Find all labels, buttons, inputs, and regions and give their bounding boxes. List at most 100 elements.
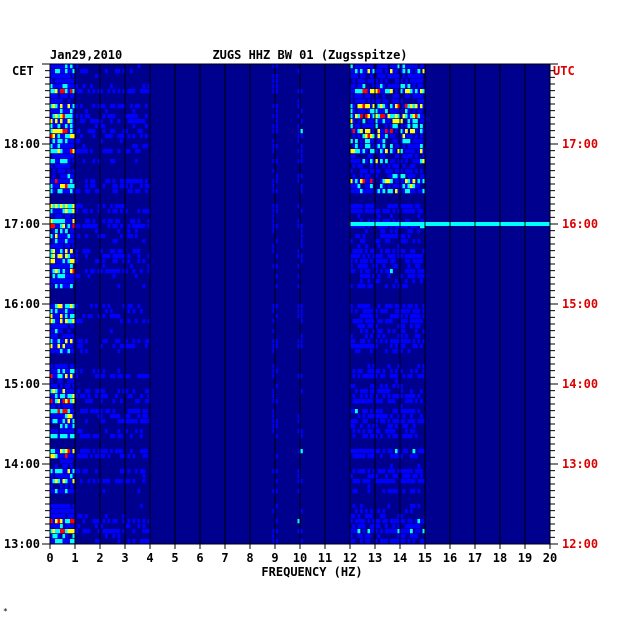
heat-cell [407,84,411,89]
heat-cell [67,349,71,354]
heat-cell [55,524,58,529]
heat-cell [365,319,368,324]
heat-cell [377,409,381,414]
heat-cell [402,184,406,189]
heat-cell [385,159,388,164]
heat-cell [52,184,56,189]
heat-cell [142,224,146,229]
heat-cell [57,179,61,184]
heat-cell [132,339,136,344]
heat-cell [400,99,403,104]
heat-cell [60,249,63,254]
heat-cell [55,89,58,94]
heat-cell [55,309,58,314]
heat-cell [297,254,301,259]
heat-cell [417,84,421,89]
heat-cell [122,179,126,184]
heat-cell [420,174,423,179]
heat-cell [85,189,88,194]
heat-cell [297,149,301,154]
heat-cell [352,154,356,159]
heat-cell [97,369,101,374]
heat-cell [400,179,403,184]
heat-cell [392,264,396,269]
heat-cell [80,394,83,399]
heat-cell [110,309,113,314]
heat-cell [357,319,361,324]
heat-cell [80,514,83,519]
heat-cell [370,369,373,374]
heat-cell [50,449,53,454]
heat-cell [370,434,373,439]
heat-cell [382,74,386,79]
heat-cell [72,319,76,324]
heat-cell [407,174,411,179]
heat-cell [352,319,356,324]
heat-cell [60,469,63,474]
heat-cell [107,454,111,459]
heat-cell [127,229,131,234]
heat-cell [142,319,146,324]
heat-cell [72,274,76,279]
heat-cell [72,334,76,339]
heat-cell [77,129,81,134]
heat-cell [62,539,66,544]
heat-cell [65,179,68,184]
heat-cell [417,229,421,234]
heat-cell [410,229,413,234]
heat-cell [390,269,393,274]
heat-cell [72,139,76,144]
heat-cell [57,239,61,244]
heat-cell [417,104,421,109]
heat-cell [385,429,388,434]
heat-cell [415,144,418,149]
heat-cell [420,119,423,124]
heat-cell [62,424,66,429]
heat-cell [360,394,363,399]
left-tick-label: 14:00 [4,457,40,471]
heat-cell [392,329,396,334]
heat-cell [360,79,363,84]
heat-cell [402,304,406,309]
heat-cell [62,364,66,369]
heat-cell [407,209,411,214]
heat-cell [95,454,98,459]
heat-cell [387,74,391,79]
heat-cell [275,539,278,544]
heat-cell [272,204,276,209]
heat-cell [350,114,353,119]
heat-cell [377,244,381,249]
heat-cell [392,519,396,524]
heat-cell [410,104,413,109]
heat-cell [70,404,73,409]
heat-cell [122,389,126,394]
heat-cell [417,339,421,344]
heat-cell [102,339,106,344]
heat-cell [385,129,388,134]
heat-cell [70,269,73,274]
heat-cell [50,324,53,329]
heat-cell [62,114,66,119]
heat-cell [272,184,276,189]
heat-cell [365,514,368,519]
heat-cell [142,89,146,94]
heat-cell [57,364,61,369]
heat-cell [55,134,58,139]
heat-cell [50,219,53,224]
heat-cell [60,229,63,234]
heat-cell [67,489,71,494]
heat-cell [410,154,413,159]
heat-cell [62,79,66,84]
heat-cell [52,279,56,284]
heat-cell [392,409,396,414]
heat-cell [367,539,371,544]
heat-cell [352,159,356,164]
heat-cell [377,254,381,259]
heat-cell [132,419,136,424]
heat-cell [52,179,56,184]
heat-cell [55,339,58,344]
heat-cell [55,364,58,369]
heat-cell [72,204,76,209]
heat-cell [367,79,371,84]
